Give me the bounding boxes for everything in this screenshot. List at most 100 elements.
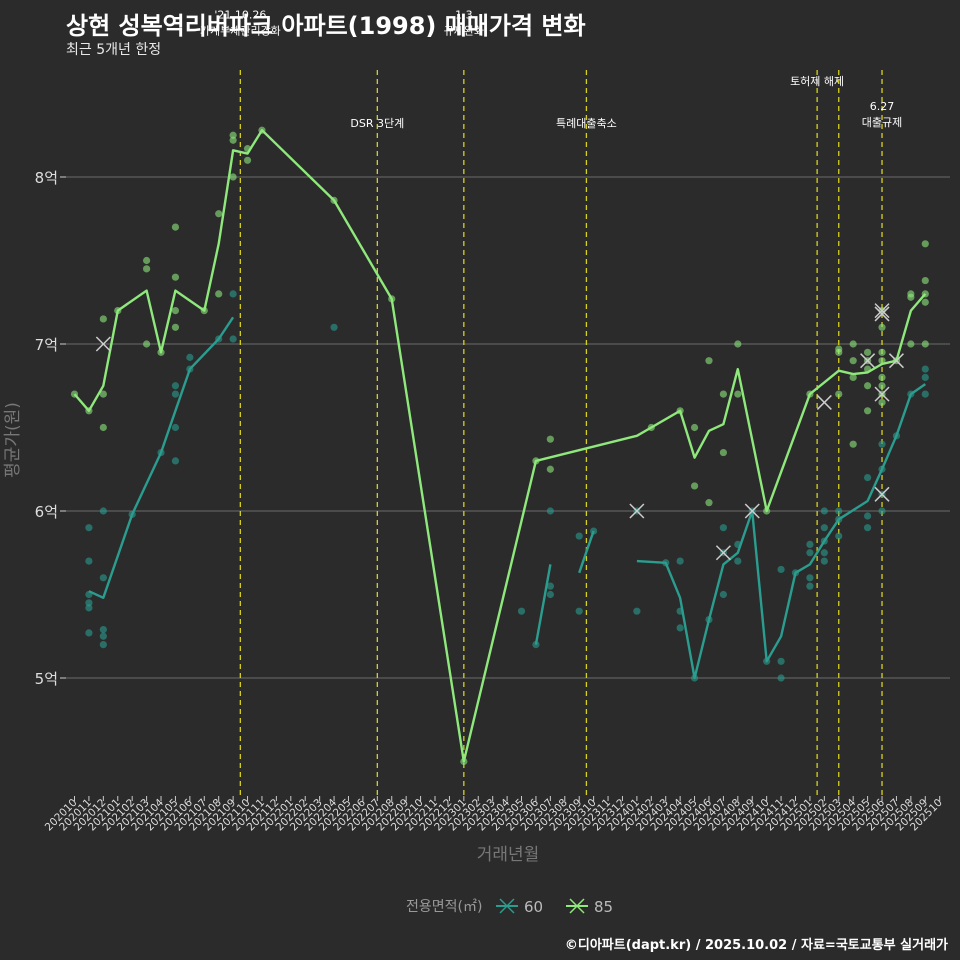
trade-point-85: [921, 340, 929, 348]
trade-point-60: [806, 582, 814, 590]
trade-point-85: [878, 398, 886, 407]
y-tick-label: 7억: [35, 336, 58, 354]
trade-point-60: [575, 532, 583, 540]
avg-line-60: [88, 316, 235, 599]
trade-point-60: [719, 524, 728, 532]
trade-point-85: [229, 136, 237, 144]
event-label: 토허제 해제: [790, 74, 844, 88]
trade-point-85: [215, 210, 223, 218]
legend-title: 전용면적(㎡): [406, 899, 482, 915]
axis-layer: 5억6억7억8억20201020201120201220210120210220…: [35, 169, 945, 833]
trade-point-60: [864, 474, 872, 482]
trade-point-85: [849, 340, 857, 348]
trade-point-85: [734, 340, 742, 348]
point-layer: [70, 126, 929, 766]
legend-label-60: 60: [524, 898, 543, 916]
avg-line-60: [534, 564, 552, 645]
legend-label-85: 85: [594, 898, 613, 916]
trade-point-60: [85, 629, 93, 637]
trade-point-60: [85, 599, 93, 607]
trade-point-60: [85, 524, 93, 532]
legend: 전용면적(㎡) 60 85: [406, 898, 613, 916]
trade-point-85: [734, 390, 742, 398]
trade-point-60: [99, 574, 107, 582]
trade-point-85: [878, 382, 886, 390]
trade-point-60: [546, 590, 554, 599]
trade-point-60: [806, 549, 814, 557]
trade-point-85: [143, 256, 151, 265]
trade-point-85: [215, 290, 223, 298]
trade-point-60: [517, 607, 526, 615]
trade-point-60: [921, 390, 929, 398]
cancelled-marker: [95, 336, 111, 352]
trade-point-60: [99, 625, 107, 634]
trade-point-60: [85, 604, 93, 612]
event-label: DSR 3단계: [350, 117, 404, 130]
y-tick-label: 6억: [35, 503, 58, 521]
trade-point-85: [99, 423, 107, 432]
trade-point-85: [143, 265, 151, 273]
trade-point-60: [878, 507, 886, 515]
trade-point-85: [705, 499, 713, 507]
line-layer: [73, 128, 927, 763]
trade-point-60: [229, 290, 237, 298]
trade-point-85: [849, 373, 857, 381]
event-label: 규제완화: [444, 24, 484, 37]
cancel-layer: [95, 303, 904, 561]
legend-key-cross: [569, 898, 585, 914]
avg-line-60: [578, 530, 595, 574]
trade-point-85: [229, 173, 237, 181]
trade-point-60: [777, 674, 785, 682]
trade-point-85: [143, 340, 151, 348]
y-tick-label: 8억: [35, 169, 58, 187]
source-credit: ©디아파트(dapt.kr) / 2025.10.02 / 자료=국토교통부 실…: [564, 938, 948, 953]
trade-point-60: [719, 590, 728, 599]
trade-point-60: [546, 507, 554, 515]
trade-point-60: [835, 532, 843, 540]
event-label: 6.27: [870, 100, 895, 113]
trade-point-60: [99, 507, 107, 515]
legend-key-cross: [499, 898, 515, 914]
trade-point-60: [820, 524, 828, 532]
trade-point-85: [546, 435, 554, 443]
cancelled-marker: [874, 486, 890, 502]
x-axis-label: 거래년월: [477, 845, 540, 865]
event-label: 특례대출축소: [556, 117, 617, 130]
cancelled-marker: [629, 503, 645, 519]
trade-point-85: [705, 357, 713, 365]
cancelled-marker: [874, 303, 890, 319]
trade-point-85: [864, 407, 872, 415]
trade-point-60: [820, 507, 828, 515]
trade-point-85: [719, 448, 728, 457]
trade-point-85: [878, 348, 886, 356]
trade-point-60: [633, 607, 641, 615]
cancelled-marker: [816, 394, 832, 410]
trade-point-85: [99, 315, 107, 323]
trade-point-85: [835, 348, 843, 356]
trade-point-60: [777, 657, 785, 665]
trade-point-60: [921, 365, 929, 373]
trade-point-85: [546, 465, 554, 473]
trade-point-85: [849, 357, 857, 365]
event-label: 대출규제: [862, 116, 902, 129]
trade-point-60: [171, 457, 180, 465]
trade-point-85: [171, 323, 180, 331]
trade-point-60: [820, 549, 828, 557]
trade-point-60: [99, 632, 107, 640]
cancelled-marker: [744, 503, 760, 519]
trade-point-85: [171, 223, 180, 231]
trade-point-60: [820, 557, 828, 565]
event-label: 가계부채관리강화: [200, 24, 281, 37]
trade-point-85: [907, 293, 915, 301]
event-label: 1.3: [455, 8, 473, 21]
trade-point-60: [676, 557, 684, 565]
cancelled-marker: [874, 306, 890, 322]
trade-point-60: [864, 524, 872, 532]
y-tick-label: 5억: [35, 670, 58, 688]
trade-point-60: [806, 574, 814, 582]
trade-point-60: [921, 373, 929, 381]
trade-point-85: [719, 390, 728, 398]
trade-point-85: [864, 382, 872, 390]
trade-point-60: [575, 607, 583, 615]
trade-point-85: [921, 240, 929, 248]
